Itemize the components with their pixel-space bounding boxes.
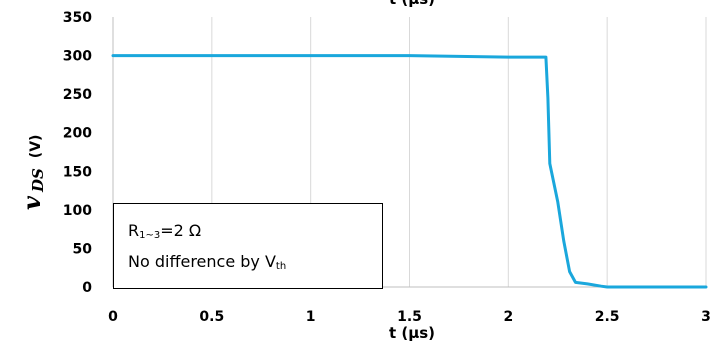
svg-text:v DS (V): v DS (V) [17,135,47,210]
x-tick-label-5: 2.5 [595,309,620,325]
y-tick-label-4: 200 [63,126,92,142]
annotation-r-value: =2 Ω [160,221,202,240]
y-axis-label-unit: (V) [28,135,44,159]
annotation-line-2: No difference by Vth [128,249,382,280]
series-line-0 [111,54,708,289]
annotation-r-sub: 1~3 [139,230,161,241]
x-tick-labels: 0 0.5 1 1.5 2 2.5 3 [108,309,711,325]
y-tick-label-7: 350 [63,10,92,26]
x-tick-label-4: 2 [503,309,513,325]
x-axis-label-top: t (µs) [389,0,435,8]
grid [112,17,707,287]
annotation-r: R [128,221,140,240]
x-tick-label-3: 1.5 [397,309,422,325]
y-tick-labels: 0 50 100 150 200 250 300 350 [63,10,92,296]
annotation-box: R1~3=2 Ω No difference by Vth [113,203,383,289]
x-tick-label-1: 0.5 [199,309,224,325]
annotation-vth-sub: th [275,261,287,272]
y-tick-label-5: 250 [63,87,92,103]
x-axis-label: t (µs) [389,324,435,342]
y-tick-label-0: 0 [82,280,92,296]
series-group [111,54,708,289]
y-axis-label: v DS (V) [17,135,47,210]
x-tick-label-6: 3 [701,309,711,325]
x-tick-label-2: 1 [306,309,316,325]
annotation-line-1: R1~3=2 Ω [128,218,382,249]
y-tick-label-2: 100 [63,203,92,219]
y-axis-label-main: v [17,195,46,210]
annotation-note: No difference by V [128,252,276,271]
x-tick-label-0: 0 [108,309,118,325]
y-tick-label-6: 300 [63,49,92,65]
y-axis-label-sub: DS [29,168,47,193]
y-tick-label-1: 50 [73,241,93,257]
y-tick-label-3: 150 [63,164,92,180]
